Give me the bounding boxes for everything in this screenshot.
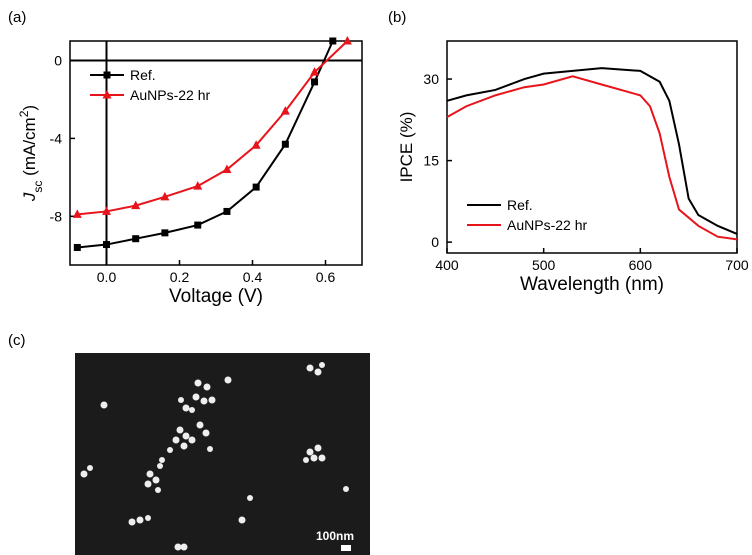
series-line — [447, 76, 737, 239]
x-tick-label: 700 — [725, 257, 749, 273]
panel-label: (b) — [388, 9, 406, 26]
marker — [329, 38, 336, 45]
y-axis-label-part: ) — [20, 105, 39, 111]
marker — [311, 78, 318, 85]
y-axis-label-part: J — [20, 192, 39, 202]
x-tick-label: 500 — [532, 257, 556, 273]
marker — [194, 222, 201, 229]
marker — [223, 208, 230, 215]
x-axis-label: Voltage (V) — [169, 286, 263, 307]
series-line — [447, 68, 737, 234]
legend-label: Ref. — [507, 197, 533, 213]
legend-label: Ref. — [130, 67, 156, 83]
x-tick-label: 0.0 — [97, 269, 117, 285]
x-tick-label: 600 — [629, 257, 653, 273]
legend-label: AuNPs-22 hr — [507, 217, 587, 233]
x-tick-label: 400 — [435, 257, 459, 273]
legend-marker — [104, 72, 111, 79]
x-tick-label: 0.6 — [316, 269, 336, 285]
series-line — [77, 41, 347, 214]
x-tick-label: 0.2 — [170, 269, 190, 285]
legend-label: AuNPs-22 hr — [130, 87, 210, 103]
marker — [103, 241, 110, 248]
marker — [132, 235, 139, 242]
figure: (a) (b) (c) 100nm 0.0 0.2 0.4 0.6 -8 -4 0 Volta… — [0, 0, 752, 555]
panel-label: (c) — [8, 332, 26, 349]
y-tick-label: 0 — [54, 52, 62, 68]
scale-bar — [341, 545, 351, 551]
marker — [161, 229, 168, 236]
y-axis-label-part: sc — [31, 181, 45, 193]
marker — [74, 244, 81, 251]
y-axis-label-part: (mA/cm — [20, 117, 39, 180]
y-tick-label: -8 — [50, 208, 63, 224]
page: (a) (b) (c) 100nm 0.0 0.2 0.4 0.6 -8 -4 0 Volta… — [0, 0, 752, 555]
sem-image: 100nm — [75, 353, 370, 555]
x-tick-label: 0.4 — [243, 269, 263, 285]
y-axis-label-part: IPCE (%) — [397, 112, 416, 183]
scale-bar-label: 100nm — [316, 529, 354, 543]
y-axis-label: IPCE (%) — [397, 112, 416, 183]
panel-label: (a) — [8, 9, 26, 26]
series-line — [77, 41, 332, 247]
y-tick-label: 30 — [423, 71, 439, 87]
y-tick-label: -4 — [50, 130, 63, 146]
y-tick-label: 15 — [423, 153, 439, 169]
y-axis-label: Jsc (mA/cm2) — [17, 105, 45, 202]
y-tick-label: 0 — [431, 234, 439, 250]
sem-background — [75, 353, 370, 555]
marker — [282, 141, 289, 148]
x-axis-label: Wavelength (nm) — [520, 274, 664, 295]
marker — [253, 184, 260, 191]
